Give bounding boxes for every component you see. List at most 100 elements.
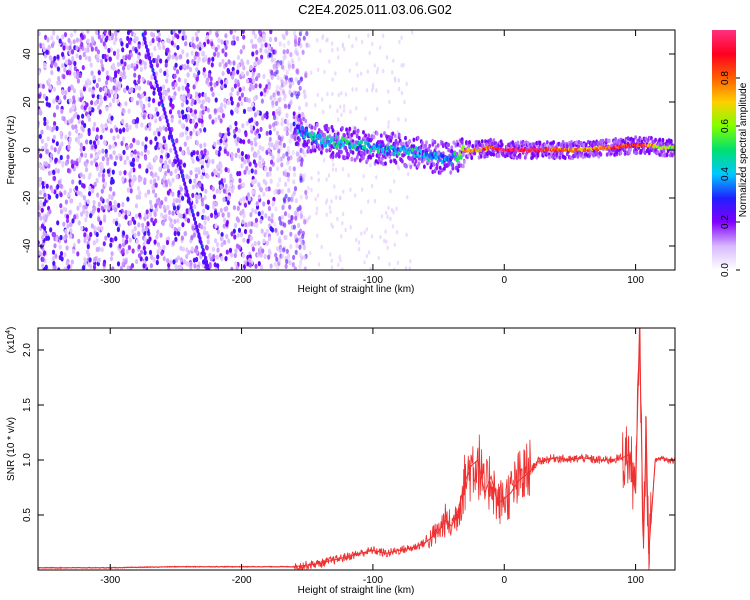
spectrogram-noise-cell [291,150,295,156]
spectrogram-noise-cell [267,216,271,222]
spectrogram-noise-cell [195,66,199,73]
spectrogram-noise-cell [64,207,68,213]
spectrogram-noise-cell [152,98,156,104]
spectrogram-noise-cell [113,78,117,84]
spectrogram-noise-cell [265,228,269,234]
spectrogram-track-halo [313,125,317,130]
spectrogram-noise-cell [145,168,149,174]
spectrogram-noise-cell [193,109,198,115]
spectrogram-noise-cell [342,189,345,194]
spectrogram-noise-cell [52,232,57,238]
spectrogram-noise-cell [214,213,218,220]
spectrogram-noise-cell [157,101,161,107]
snr-xtick-label: -300 [100,575,120,586]
spectrogram-track-halo [430,162,434,168]
spectrogram-noise-cell [48,125,52,131]
spectrogram-noise-cell [122,242,126,248]
spectrogram-noise-cell [242,34,246,40]
spectrogram-noise-cell [284,234,288,241]
snr-point [536,461,538,463]
spectrogram-noise-cell [161,178,165,184]
spectrogram-noise-cell [79,142,83,148]
spectrogram-noise-cell [179,65,183,71]
spectrogram-noise-cell [290,123,294,129]
spectrogram-noise-cell [191,225,195,231]
spectrogram-noise-cell [159,232,163,238]
snr-point [516,481,519,483]
spectrogram-streak-cell [193,216,196,222]
spectrogram-noise-cell [60,89,65,95]
spectrogram-noise-cell [252,78,256,84]
spectrogram-streak-cell [158,91,161,96]
spectrogram-noise-cell [240,71,244,77]
spectrogram-noise-cell [340,234,343,239]
spectrogram-noise-cell [66,168,71,174]
spectrogram-track-halo [642,146,646,151]
spectrogram-noise-cell [197,169,201,175]
spectrogram-noise-cell [279,85,283,91]
spectrogram-noise-cell [76,78,80,84]
spectrogram-noise-cell [198,153,202,160]
spectrogram-noise-cell [148,126,152,132]
spectrogram-noise-cell [173,73,177,79]
spectrogram-noise-cell [244,154,248,160]
spectrogram-noise-cell [133,79,137,85]
spectrogram-noise-cell [267,248,272,254]
spectrogram-noise-cell [223,217,227,223]
spectrogram-noise-cell [104,152,108,158]
colorbar-tick-label: 0.8 [720,71,731,85]
spectrogram-noise-cell [58,80,62,86]
spectrogram-noise-cell [179,132,183,138]
spectrogram-noise-cell [153,130,157,136]
spectrogram-track-halo [458,143,462,148]
spectrogram-noise-cell [92,75,96,81]
spectrogram-noise-cell [201,154,205,160]
spectrogram-noise-cell [285,248,289,254]
spectrogram-noise-cell [130,152,134,158]
spectrogram-noise-cell [154,218,158,224]
spectrogram-noise-cell [240,101,244,107]
spectrogram-noise-cell [278,188,282,194]
spectrogram-noise-cell [398,39,401,45]
spectrogram-noise-cell [349,187,352,192]
spectrogram-noise-cell [195,150,200,156]
spectrogram-track-halo [500,142,504,147]
spectrogram-noise-cell [73,60,77,67]
spectrogram-noise-cell [220,256,224,262]
spectrogram-noise-cell [321,97,324,102]
spectrogram-noise-cell [233,30,237,33]
spectrogram-noise-cell [360,231,363,236]
spectrogram-noise-cell [339,104,342,110]
spectrogram-noise-cell [179,245,183,251]
spectrogram-noise-cell [104,122,108,129]
spectrogram-noise-cell [89,139,93,145]
spectrogram-noise-cell [269,151,273,157]
spectrogram-noise-cell [125,234,129,240]
spectrogram-noise-cell [260,43,264,49]
spectrogram-noise-cell [43,192,47,198]
spectrogram-noise-cell [242,44,246,50]
spectrogram-noise-cell [301,230,305,236]
spectrogram-noise-cell [310,70,313,75]
spectrogram-noise-cell [282,153,286,159]
spectrogram-noise-cell [183,78,188,84]
spectrogram-noise-cell [76,114,80,120]
spectrogram-track-halo [422,144,425,150]
spectrogram-noise-cell [191,59,195,65]
spectrogram-noise-cell [274,36,278,42]
spectrogram-noise-cell [209,76,213,82]
spectrogram-noise-cell [137,78,141,85]
spectrogram-noise-cell [164,196,168,202]
spectrogram-noise-cell [72,88,76,94]
spectrogram-noise-cell [105,106,109,112]
spectrogram-noise-cell [227,195,231,201]
spectrogram-track-halo [451,162,455,168]
spectrogram-noise-cell [80,192,84,198]
spectrogram-noise-cell [235,216,239,222]
spectrogram-noise-cell [298,244,302,250]
spectrogram-noise-cell [121,261,125,267]
spectrogram-noise-cell [96,49,100,55]
spectrogram-track-halo [666,148,670,154]
spectrogram-noise-cell [93,226,97,232]
spectrogram-noise-cell [214,97,218,103]
